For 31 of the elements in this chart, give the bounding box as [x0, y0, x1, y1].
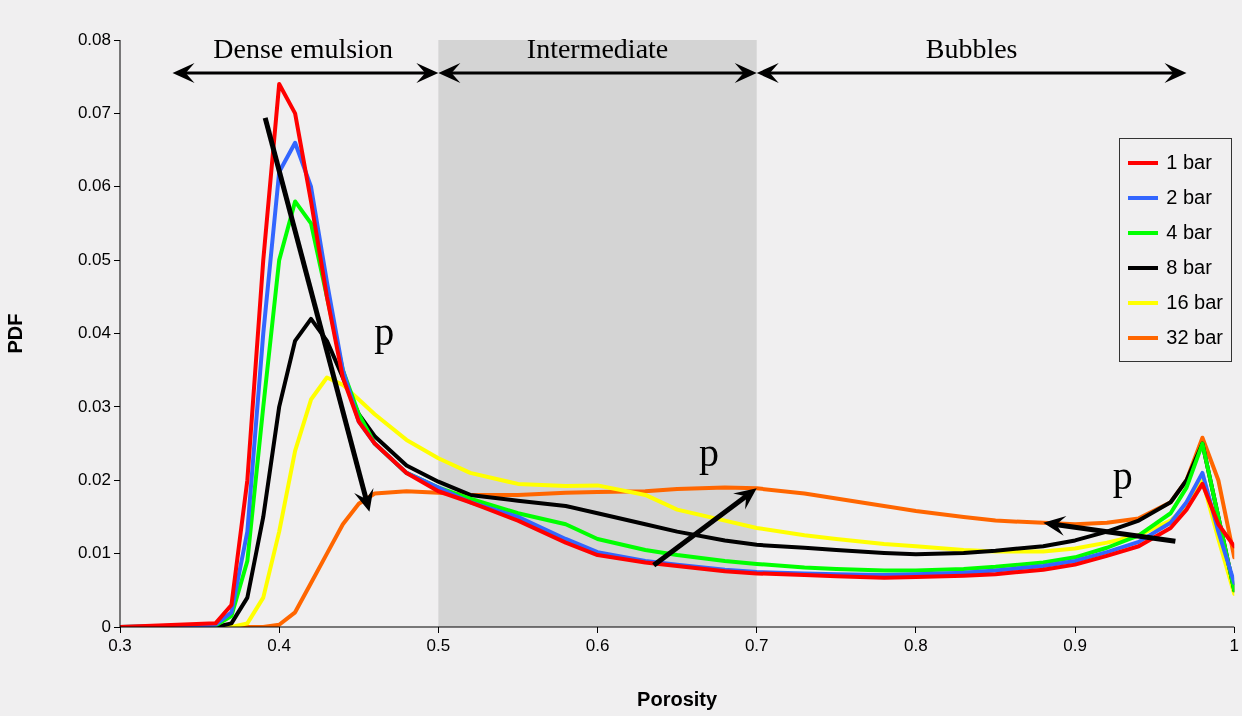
legend-label: 1 bar — [1166, 151, 1212, 174]
annotation: p — [698, 429, 719, 475]
x-axis-title: Porosity — [637, 687, 719, 710]
legend-label: 32 bar — [1166, 326, 1223, 349]
legend-label: 2 bar — [1166, 186, 1212, 209]
x-tick-label: 0.5 — [426, 635, 451, 655]
y-tick-label: 0.06 — [77, 176, 111, 196]
legend-label: 8 bar — [1166, 256, 1212, 279]
y-tick-label: 0.05 — [77, 249, 111, 269]
x-tick-label: 0.4 — [267, 635, 291, 655]
annotation: p — [1112, 452, 1133, 498]
annotation: Bubbles — [925, 33, 1018, 65]
y-tick-label: 0.01 — [77, 543, 111, 563]
annotation: Dense emulsion — [213, 33, 393, 65]
y-tick-label: 0 — [101, 616, 111, 636]
y-axis-title: PDF — [3, 313, 26, 354]
y-tick-label: 0.07 — [77, 103, 111, 123]
band-label: Intermediate — [526, 33, 669, 65]
legend-label: 4 bar — [1166, 221, 1212, 244]
x-tick-label: 0.7 — [744, 635, 769, 655]
x-tick-label: 1 — [1229, 635, 1240, 655]
x-tick-label: 0.9 — [1063, 635, 1087, 655]
legend-label: 16 bar — [1166, 291, 1223, 314]
y-tick-label: 0.03 — [77, 396, 111, 416]
x-tick-label: 0.6 — [585, 635, 610, 655]
y-tick-label: 0.04 — [77, 323, 111, 343]
x-tick-label: 0.3 — [108, 635, 132, 655]
annotation: p — [374, 309, 395, 355]
y-tick-label: 0.02 — [77, 469, 111, 489]
x-tick-label: 0.8 — [904, 635, 928, 655]
y-tick-label: 0.08 — [77, 29, 111, 49]
